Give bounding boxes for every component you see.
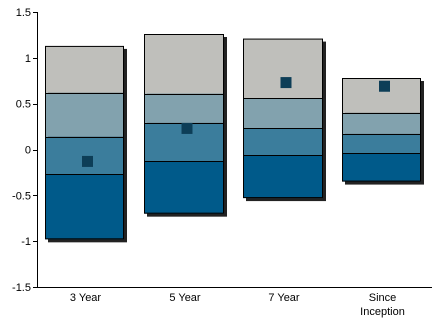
x-tick-label: 5 Year [169, 292, 201, 304]
marker-4 [379, 80, 390, 92]
marker-3 [280, 77, 292, 89]
band-lower-mid [342, 133, 421, 154]
range-bar-1 [45, 45, 127, 243]
x-tick-label: Since Inception [360, 292, 405, 318]
band-upper-mid [342, 112, 421, 134]
y-tick-label: 0 [25, 145, 31, 157]
y-tick-label: -1.5 [12, 282, 31, 294]
bar-outline [342, 78, 421, 182]
band-top [243, 38, 323, 99]
band-bottom [144, 161, 224, 214]
y-tick-label: 0.5 [16, 99, 31, 111]
band-lower-mid [243, 128, 323, 155]
range-bar-4 [342, 78, 424, 185]
band-bottom [45, 174, 124, 240]
markers-layer [82, 77, 390, 167]
band-top [144, 34, 224, 94]
band-upper-mid [144, 93, 224, 123]
x-tick-label: 7 Year [268, 292, 300, 304]
x-tick-labels: 3 Year 5 Year 7 Year Since Inception [70, 292, 405, 318]
x-tick-label-line: 7 Year [268, 292, 300, 304]
band-top [45, 45, 124, 93]
y-tick-labels: 1.5 1 0.5 0 -0.5 -1 -1.5 [12, 7, 38, 294]
range-bar-3 [243, 38, 326, 202]
x-tick-label-line: 3 Year [70, 292, 102, 304]
bars-layer [45, 34, 424, 243]
band-bottom [243, 155, 323, 199]
bar-outline [144, 34, 224, 214]
bar-outline [243, 38, 323, 199]
x-tick-label-line: Since [369, 292, 397, 304]
bar-outline [45, 45, 124, 240]
x-tick-label-line: Inception [360, 306, 405, 318]
band-bottom [342, 153, 421, 182]
x-tick-label-line: 5 Year [169, 292, 201, 304]
band-lower-mid [45, 136, 124, 175]
marker-2 [181, 122, 193, 134]
range-bar-2 [144, 34, 227, 217]
band-upper-mid [45, 92, 124, 137]
y-tick-label: -0.5 [12, 190, 31, 202]
x-tick-label: 3 Year [70, 292, 102, 304]
y-tick-label: -1 [21, 236, 31, 248]
marker-1 [82, 155, 93, 167]
band-upper-mid [243, 98, 323, 129]
y-tick-label: 1 [25, 53, 31, 65]
y-tick-label: 1.5 [16, 7, 31, 19]
